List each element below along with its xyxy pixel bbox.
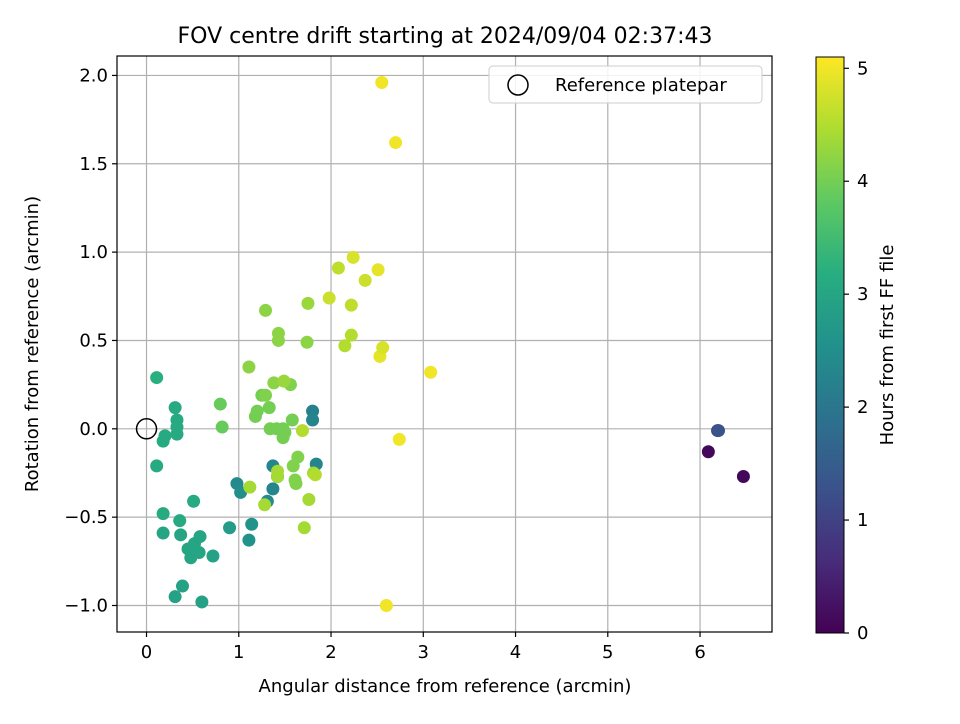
data-point xyxy=(223,521,237,535)
data-point xyxy=(424,365,438,379)
colorbar-tick-label: 4 xyxy=(857,171,868,192)
plot-frame xyxy=(116,55,773,633)
y-tick-label: 2.0 xyxy=(79,65,108,86)
data-point xyxy=(295,424,309,438)
data-point xyxy=(289,477,303,491)
x-axis-ticks: 0 1 2 3 4 5 6 xyxy=(141,632,706,663)
data-point xyxy=(173,514,187,528)
data-point xyxy=(302,492,316,506)
data-point xyxy=(346,250,360,264)
y-tick-label: −0.5 xyxy=(64,507,108,528)
data-point xyxy=(156,507,170,521)
data-point xyxy=(243,480,257,494)
data-point xyxy=(170,413,184,427)
data-point xyxy=(276,431,290,445)
colorbar-tick-label: 5 xyxy=(857,58,868,79)
colorbar-tick-label: 2 xyxy=(857,397,868,418)
data-point xyxy=(277,374,291,388)
data-point xyxy=(331,261,345,275)
y-tick-label: 1.5 xyxy=(79,154,108,175)
colorbar-gradient xyxy=(815,56,845,634)
data-point xyxy=(213,397,227,411)
data-point xyxy=(150,371,164,385)
data-point xyxy=(168,590,182,604)
data-point xyxy=(259,303,273,317)
data-point xyxy=(389,136,403,150)
x-tick-label: 3 xyxy=(418,642,429,663)
x-tick-label: 0 xyxy=(141,642,152,663)
data-point xyxy=(306,413,320,427)
data-point xyxy=(344,298,358,312)
colorbar-label: Hours from first FF file xyxy=(877,245,898,446)
data-point xyxy=(736,470,750,484)
data-point xyxy=(242,360,256,374)
data-point xyxy=(215,420,229,434)
colorbar: 0 1 2 3 4 5 Hours from first FF file xyxy=(815,56,898,644)
data-point xyxy=(187,494,201,508)
y-tick-label: 1.0 xyxy=(79,242,108,263)
data-point xyxy=(195,595,209,609)
x-tick-label: 5 xyxy=(602,642,613,663)
chart-title: FOV centre drift starting at 2024/09/04 … xyxy=(178,24,713,49)
x-tick-label: 6 xyxy=(694,642,705,663)
data-point xyxy=(267,376,281,390)
data-point xyxy=(206,549,220,563)
data-point xyxy=(308,468,322,482)
data-point xyxy=(271,333,285,347)
data-point xyxy=(156,526,170,540)
data-point xyxy=(371,263,385,277)
y-axis-ticks: −1.0 −0.5 0.0 0.5 1.0 1.5 2.0 xyxy=(64,65,117,616)
data-point xyxy=(392,432,406,446)
data-points xyxy=(135,76,750,612)
x-tick-label: 2 xyxy=(325,642,336,663)
data-point xyxy=(379,598,393,612)
colorbar-tick-label: 0 xyxy=(857,623,868,644)
data-point xyxy=(245,517,259,531)
y-tick-label: 0.5 xyxy=(79,330,108,351)
data-point xyxy=(701,445,715,459)
data-point xyxy=(262,401,276,415)
data-point xyxy=(174,528,188,542)
colorbar-tick-label: 3 xyxy=(857,284,868,305)
y-tick-label: −1.0 xyxy=(64,595,108,616)
data-point xyxy=(258,498,272,512)
x-tick-label: 1 xyxy=(233,642,244,663)
data-point xyxy=(285,413,299,427)
legend-reference-marker xyxy=(507,74,529,96)
legend: Reference platepar xyxy=(488,65,763,104)
y-axis-label: Rotation from reference (arcmin) xyxy=(22,196,43,492)
data-point xyxy=(338,339,352,353)
data-point xyxy=(297,521,311,535)
data-point xyxy=(344,328,358,342)
data-point xyxy=(168,401,182,415)
legend-entry-reference: Reference platepar xyxy=(555,75,727,96)
grid xyxy=(117,56,772,632)
data-point xyxy=(193,530,207,544)
legend-box xyxy=(488,65,763,104)
y-tick-label: 0.0 xyxy=(79,419,108,440)
data-point xyxy=(266,482,280,496)
data-point xyxy=(375,76,389,90)
data-point xyxy=(242,533,256,547)
data-point xyxy=(176,579,189,593)
data-point xyxy=(358,273,372,287)
colorbar-ticks: 0 1 2 3 4 5 xyxy=(844,58,868,644)
x-tick-label: 4 xyxy=(510,642,521,663)
data-point xyxy=(322,291,336,305)
data-point xyxy=(376,341,390,355)
data-point xyxy=(259,388,273,402)
data-point xyxy=(150,459,164,473)
x-axis-label: Angular distance from reference (arcmin) xyxy=(259,676,632,697)
data-point xyxy=(291,450,305,464)
colorbar-tick-label: 1 xyxy=(857,510,868,531)
data-point xyxy=(271,470,285,484)
data-point xyxy=(158,429,172,443)
reference-platepar-marker xyxy=(135,418,158,440)
data-point xyxy=(711,424,725,438)
data-point xyxy=(300,335,314,349)
data-point xyxy=(250,404,264,418)
data-point xyxy=(301,296,315,310)
